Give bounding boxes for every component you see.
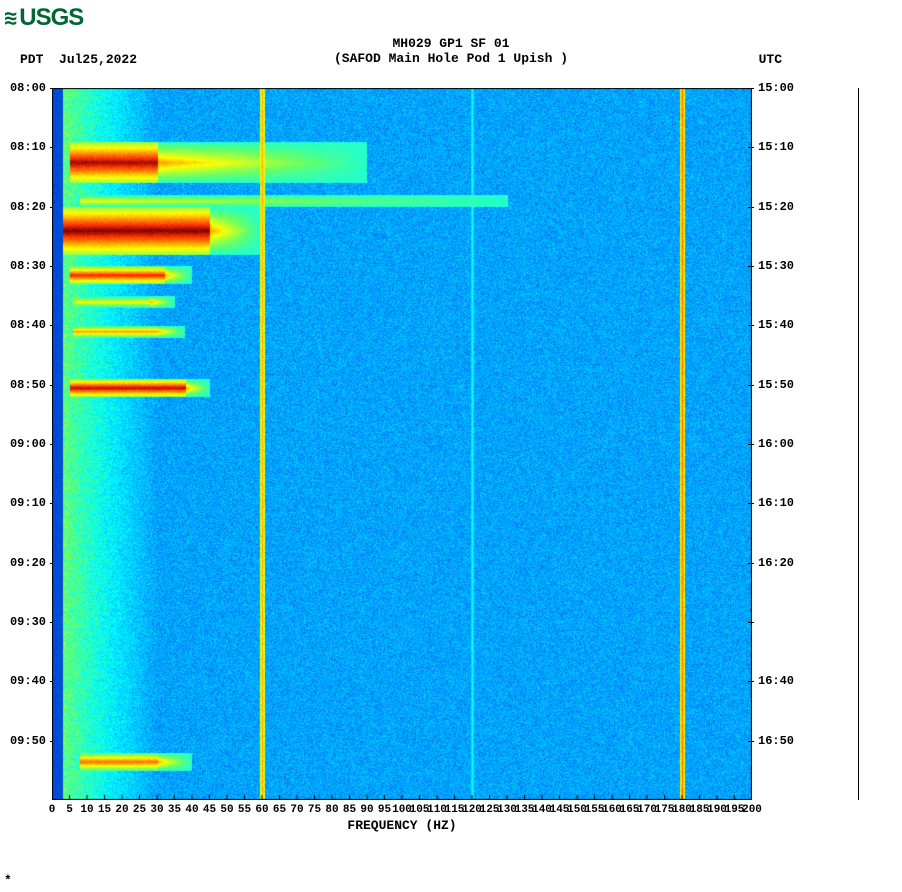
ytick-left: 09:20 [0,556,46,570]
xtick: 75 [308,804,321,816]
xtick: 25 [133,804,146,816]
xtick: 80 [325,804,338,816]
xtick: 20 [115,804,128,816]
xtick: 60 [255,804,268,816]
ytick-left: 09:40 [0,674,46,688]
ytick-right: 16:50 [758,734,818,748]
logo-text: USGS [19,4,83,31]
ytick-left: 08:10 [0,140,46,154]
xtick: 0 [49,804,56,816]
logo-wave-icon: ≋ [4,6,17,32]
ytick-left: 09:30 [0,615,46,629]
xtick: 30 [150,804,163,816]
x-axis-label: FREQUENCY (HZ) [52,818,752,833]
ytick-left: 09:00 [0,437,46,451]
ytick-left: 08:00 [0,81,46,95]
ytick-left: 08:40 [0,318,46,332]
ytick-right: 15:10 [758,140,818,154]
xtick: 5 [66,804,73,816]
ytick-left: 09:50 [0,734,46,748]
xtick: 95 [378,804,391,816]
xtick: 35 [168,804,181,816]
xtick: 70 [290,804,303,816]
spectrogram-plot [52,88,752,800]
xtick: 15 [98,804,111,816]
header-date: Jul25,2022 [59,52,137,67]
ytick-right: 16:40 [758,674,818,688]
ytick-left: 08:20 [0,200,46,214]
xtick: 90 [360,804,373,816]
title-line-1: MH029 GP1 SF 01 [0,36,902,51]
ytick-right: 15:20 [758,200,818,214]
xtick: 200 [742,804,762,816]
header-left: PDT Jul25,2022 [20,52,137,67]
ytick-right: 15:50 [758,378,818,392]
ytick-right: 16:10 [758,496,818,510]
footer-mark: * [4,873,12,888]
ytick-left: 09:10 [0,496,46,510]
ytick-right: 15:40 [758,318,818,332]
ytick-left: 08:30 [0,259,46,273]
xtick: 10 [80,804,93,816]
xtick: 45 [203,804,216,816]
xtick: 55 [238,804,251,816]
header-right-tz: UTC [759,52,782,67]
ytick-right: 16:20 [758,556,818,570]
right-scale-bar [858,88,859,800]
left-tz: PDT [20,52,43,67]
ytick-right: 16:00 [758,437,818,451]
xtick: 65 [273,804,286,816]
xtick: 85 [343,804,356,816]
xtick: 50 [220,804,233,816]
usgs-logo: ≋USGS [4,4,83,32]
spectrogram-canvas [52,88,752,800]
ytick-right: 15:30 [758,259,818,273]
ytick-right: 15:00 [758,81,818,95]
xtick: 40 [185,804,198,816]
y-axis-right-utc: 15:0015:1015:2015:3015:4015:5016:0016:10… [754,88,814,800]
y-axis-left-pdt: 08:0008:1008:2008:3008:4008:5009:0009:10… [0,88,50,800]
ytick-left: 08:50 [0,378,46,392]
